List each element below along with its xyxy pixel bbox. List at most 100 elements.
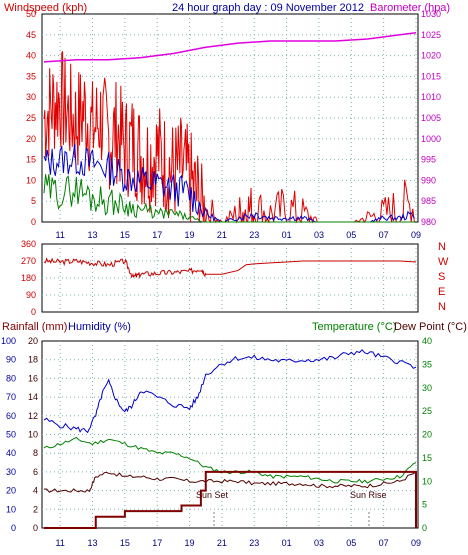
wind-y-tick: 35: [26, 71, 36, 81]
barometer-series: [43, 31, 417, 63]
baro-y-tick: 1005: [421, 113, 441, 123]
hum-x-tick: 21: [217, 538, 227, 548]
rainfall-y-tick: 2: [33, 504, 38, 514]
baro-y-tick: 1030: [421, 9, 441, 19]
temperature-y-tick: 35: [422, 359, 432, 369]
hum-x-tick: 09: [411, 538, 421, 548]
wind-x-tick: 21: [217, 230, 227, 240]
wind-y-tick: 50: [26, 9, 36, 19]
baro-y-tick: 995: [421, 155, 436, 165]
compass-letter: S: [438, 271, 445, 283]
temperature-y-tick: 20: [422, 430, 432, 440]
humidity-y-tick: 10: [6, 504, 16, 514]
wind-y-tick: 0: [31, 217, 36, 227]
baro-y-tick: 1000: [421, 134, 441, 144]
wind-x-tick: 17: [152, 230, 162, 240]
wind-x-tick: 23: [249, 230, 259, 240]
temperature-y-tick: 15: [422, 453, 432, 463]
temperature-y-tick: 10: [422, 476, 432, 486]
wind-x-tick: 19: [185, 230, 195, 240]
humidity-y-tick: 40: [6, 448, 16, 458]
rainfall-y-tick: 20: [28, 336, 38, 346]
hum-x-tick: 11: [56, 538, 65, 548]
baro-y-tick: 1010: [421, 92, 441, 102]
rainfall-y-tick: 0: [33, 523, 38, 533]
wind-y-tick: 5: [31, 196, 36, 206]
barometer-label: Barometer (hpa): [370, 2, 450, 14]
baro-y-tick: 985: [421, 196, 436, 206]
compass-letter: W: [438, 256, 449, 268]
hum-x-tick: 23: [249, 538, 259, 548]
rainfall-series: [44, 470, 417, 529]
rainfall-label: Rainfall (mm): [2, 321, 67, 333]
rainfall-y-tick: 12: [28, 411, 38, 421]
dewpoint-label: Dew Point (°C): [394, 321, 467, 333]
hum-x-tick: 07: [379, 538, 389, 548]
compass-letter: N: [438, 301, 446, 313]
wind-y-tick: 20: [26, 134, 36, 144]
temperature-label: Temperature (°C): [312, 321, 396, 333]
wind-x-tick: 13: [88, 230, 98, 240]
wind-x-tick: 15: [120, 230, 130, 240]
temperature-y-tick: 40: [422, 336, 432, 346]
hum-x-tick: 03: [314, 538, 324, 548]
humidity-y-tick: 50: [6, 430, 16, 440]
humidity-panel: 1009080706050403020100201816141210864204…: [1, 336, 432, 548]
wind-min-series: [43, 174, 415, 223]
dewpoint-series: [43, 471, 417, 493]
sunrise-annotation: Sun Rise: [350, 490, 387, 500]
rainfall-y-tick: 14: [28, 392, 38, 402]
temperature-y-tick: 30: [422, 383, 432, 393]
baro-y-tick: 990: [421, 175, 436, 185]
rainfall-y-tick: 10: [28, 430, 38, 440]
rainfall-y-tick: 8: [33, 448, 38, 458]
wind-y-tick: 45: [26, 30, 36, 40]
dir-y-tick: 360: [21, 239, 36, 249]
temperature-y-tick: 25: [422, 406, 432, 416]
wind-y-tick: 25: [26, 113, 36, 123]
humidity-y-tick: 100: [1, 336, 16, 346]
hum-x-tick: 01: [282, 538, 292, 548]
rainfall-y-tick: 4: [33, 486, 38, 496]
hum-x-tick: 13: [88, 538, 98, 548]
dir-y-tick: 90: [26, 290, 36, 300]
humidity-y-tick: 90: [6, 355, 16, 365]
humidity-y-tick: 60: [6, 411, 16, 421]
humidity-y-tick: 70: [6, 392, 16, 402]
wind-y-tick: 40: [26, 51, 36, 61]
dir-y-tick: 270: [21, 256, 36, 266]
wind-y-tick: 30: [26, 92, 36, 102]
humidity-y-tick: 20: [6, 486, 16, 496]
wind-x-tick: 07: [379, 230, 389, 240]
baro-y-tick: 1015: [421, 71, 441, 81]
wind-x-tick: 05: [346, 230, 356, 240]
hum-x-tick: 19: [185, 538, 195, 548]
direction-series: [43, 257, 417, 279]
wind-y-tick: 15: [26, 155, 36, 165]
sunset-annotation: Sun Set: [196, 490, 229, 500]
humidity-series: [43, 349, 417, 434]
dir-y-tick: 180: [21, 273, 36, 283]
wind-x-tick: 01: [282, 230, 292, 240]
wind-x-tick: 03: [314, 230, 324, 240]
temperature-series: [43, 436, 417, 484]
wind-y-tick: 10: [26, 175, 36, 185]
baro-y-tick: 980: [421, 217, 436, 227]
baro-y-tick: 1020: [421, 51, 441, 61]
hum-x-tick: 17: [152, 538, 162, 548]
temperature-y-tick: 5: [422, 500, 427, 510]
compass-letter: E: [438, 286, 445, 298]
windspeed-label: Windspeed (kph): [4, 2, 87, 14]
humidity-label: Humidity (%): [68, 321, 131, 333]
humidity-y-tick: 30: [6, 467, 16, 477]
humidity-y-tick: 0: [11, 523, 16, 533]
compass-letter: N: [438, 241, 446, 253]
wind-x-tick: 09: [411, 230, 421, 240]
humidity-y-tick: 80: [6, 373, 16, 383]
wind-x-tick: 11: [56, 230, 65, 240]
dir-y-tick: 0: [31, 307, 36, 317]
temperature-y-tick: 0: [422, 523, 427, 533]
